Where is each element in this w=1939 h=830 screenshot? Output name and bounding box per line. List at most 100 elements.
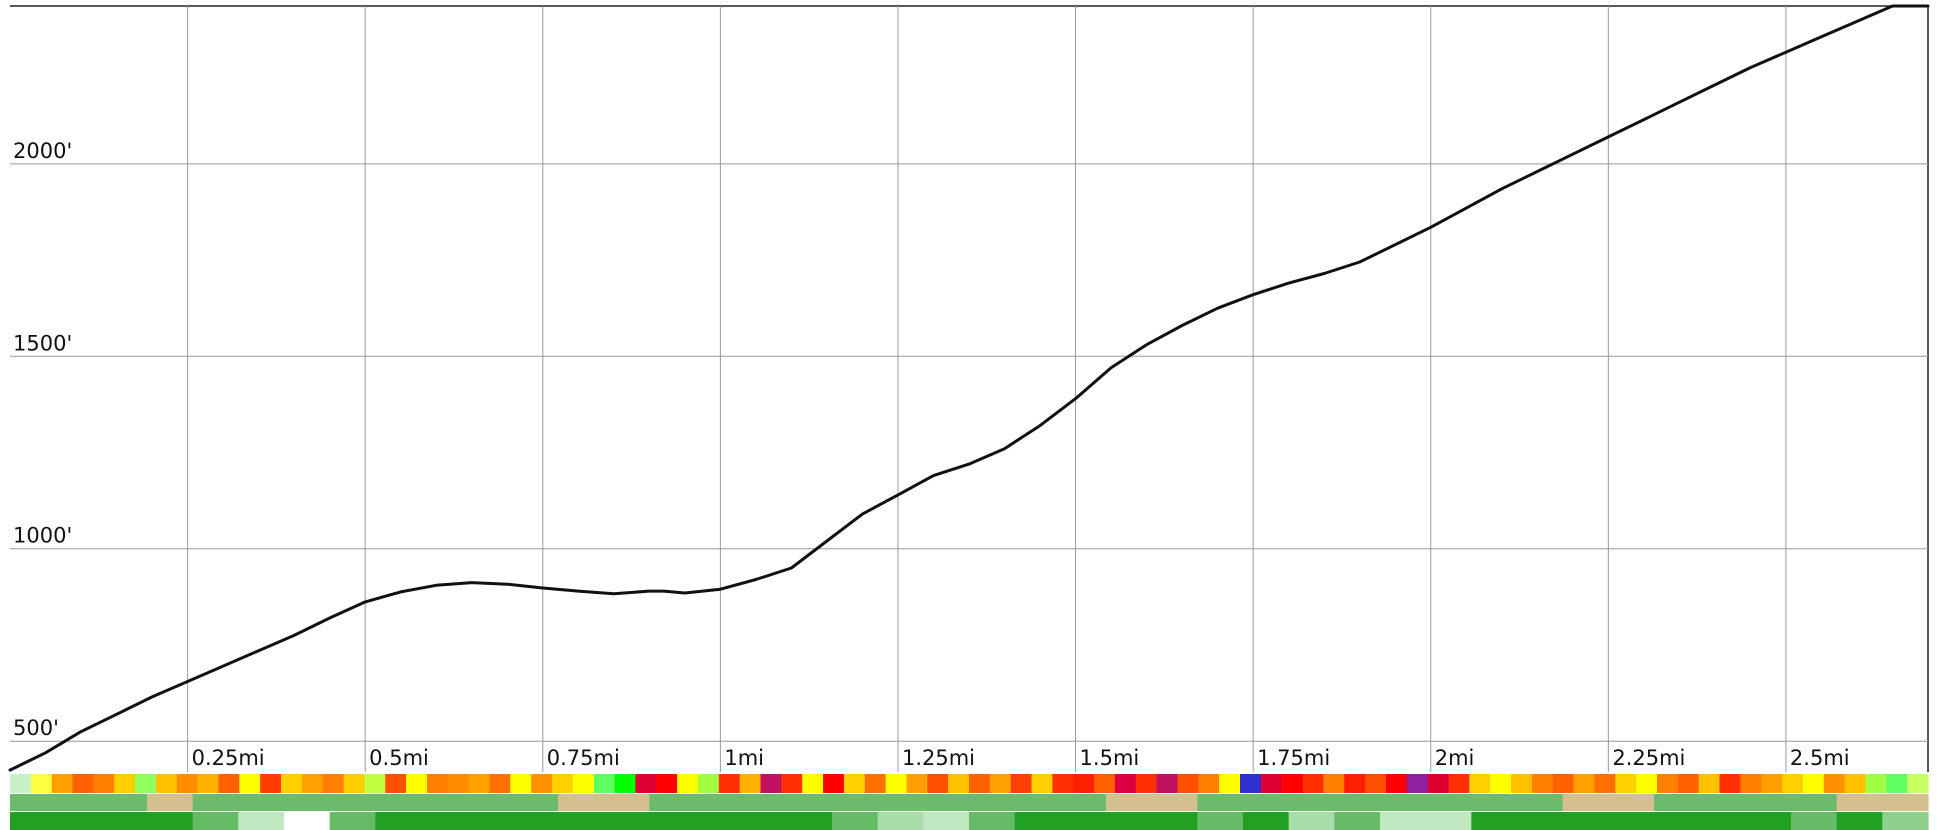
band-cell [923, 794, 970, 811]
band-cell [1334, 794, 1381, 811]
x-axis-tick-labels: 0.25mi 0.5mi 0.75mi 1mi 1.25mi 1.5mi 1.75mi 2mi… [192, 746, 1850, 770]
band-cell [197, 774, 220, 793]
band-cell [1288, 812, 1335, 830]
band-cell [603, 794, 650, 811]
band-cell [1699, 812, 1746, 830]
band-cell [510, 774, 532, 793]
band-cell [329, 794, 376, 811]
band-cell [1469, 774, 1491, 793]
band-cell [1243, 812, 1290, 830]
band-cell [72, 774, 94, 793]
band-cell [512, 794, 559, 811]
band-cell [1882, 812, 1929, 830]
band-cell [885, 774, 908, 793]
band-cell [466, 812, 513, 830]
band-cell [1060, 794, 1107, 811]
band-cell [593, 774, 616, 793]
band-cell [1151, 812, 1198, 830]
band-cell [55, 794, 102, 811]
band-cell [969, 812, 1016, 830]
band-cell [927, 774, 949, 793]
band-cell [786, 794, 833, 811]
elevation-line [8, 4, 1930, 772]
band-cell [1836, 794, 1883, 811]
band-cell [1471, 794, 1518, 811]
band-cell [1156, 774, 1179, 793]
band-cell [1425, 794, 1472, 811]
band-cell [1197, 794, 1244, 811]
band-cell [343, 774, 366, 793]
y-tick-label: 1500' [13, 331, 72, 355]
x-tick-label: 1mi [724, 746, 764, 770]
band-cell [877, 812, 924, 830]
band-cell [114, 774, 136, 793]
band-cell [695, 812, 742, 830]
band-cell [1114, 774, 1137, 793]
band-cell [989, 774, 1012, 793]
band-cell [1014, 794, 1061, 811]
band-cell [1380, 812, 1427, 830]
band-cell [739, 774, 762, 793]
band-cell [238, 812, 285, 830]
band-cell [1073, 774, 1095, 793]
band-cell [1517, 794, 1564, 811]
band-cell [1698, 774, 1721, 793]
band-cell [552, 774, 574, 793]
band-cell [1010, 774, 1033, 793]
band-cell [1562, 812, 1609, 830]
band-cell [1334, 812, 1381, 830]
band-cell [30, 774, 53, 793]
band-cell [1106, 794, 1153, 811]
band-cell [1636, 774, 1658, 793]
band-cell [1014, 812, 1061, 830]
band-cell [677, 774, 699, 793]
band-cell [1448, 774, 1470, 793]
band-cell [1745, 794, 1792, 811]
band-cell [1594, 774, 1616, 793]
band-cell [1531, 774, 1554, 793]
band-cell [786, 812, 833, 830]
band-cell [697, 774, 720, 793]
band-cell [572, 774, 595, 793]
band-cell [468, 774, 491, 793]
band-cell [1031, 774, 1053, 793]
band-cell [558, 794, 605, 811]
band-cell [93, 774, 115, 793]
band-cell [1060, 812, 1107, 830]
band-cell [740, 794, 787, 811]
band-cell [923, 812, 970, 830]
band-cell [421, 812, 468, 830]
band-cell [1654, 812, 1701, 830]
band-cell [192, 812, 239, 830]
band-cell [322, 774, 345, 793]
band-cell [385, 774, 407, 793]
x-tick-label: 0.25mi [192, 746, 265, 770]
band-cell [1699, 794, 1746, 811]
band-cell [1406, 774, 1429, 793]
x-tick-label: 1.25mi [902, 746, 975, 770]
band-cell [239, 774, 261, 793]
band-cell [695, 794, 742, 811]
band-cell [1791, 812, 1838, 830]
band-cell [10, 774, 32, 793]
band-cell [364, 774, 386, 793]
band-cell [1761, 774, 1783, 793]
band-cell [603, 812, 650, 830]
band-cell [1260, 774, 1283, 793]
band-cell [649, 794, 696, 811]
band-cell [760, 774, 782, 793]
band-cell [281, 774, 303, 793]
band-cell [1562, 794, 1609, 811]
band-cell [877, 794, 924, 811]
band-cell [832, 794, 879, 811]
band-cell [1288, 794, 1335, 811]
band-cell [1052, 774, 1074, 793]
band-cell [147, 794, 194, 811]
band-cell [155, 774, 178, 793]
band-cell [823, 774, 845, 793]
band-cell [969, 774, 991, 793]
y-axis-tick-labels: 500' 1000' 1500' 2000' [13, 139, 72, 740]
x-tick-label: 1.75mi [1257, 746, 1330, 770]
band-cell [1135, 774, 1158, 793]
x-tick-label: 0.75mi [547, 746, 620, 770]
